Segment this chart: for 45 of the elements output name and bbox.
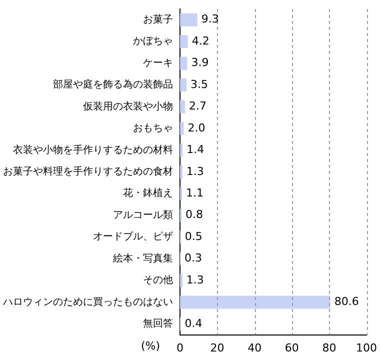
y-tick-label: 花・鉢植え bbox=[123, 187, 173, 200]
data-label: 0.4 bbox=[184, 316, 202, 330]
x-tick-label: 60 bbox=[284, 341, 299, 354]
data-label: 0.3 bbox=[184, 252, 202, 265]
data-label: 1.3 bbox=[186, 273, 204, 286]
y-tick-label: アルコール類 bbox=[113, 208, 173, 221]
y-tick-label: その他 bbox=[143, 274, 173, 286]
y-tick-label: ケーキ bbox=[143, 58, 173, 69]
data-label: 2.7 bbox=[189, 100, 207, 113]
x-axis-title: (%) bbox=[140, 340, 160, 353]
y-tick-label: お菓子 bbox=[143, 13, 173, 26]
y-tick-label: 衣装や小物を手作りするための材料 bbox=[13, 144, 173, 156]
data-label: 2.0 bbox=[188, 121, 206, 134]
y-tick-label: お菓子や料理を手作りするための食材 bbox=[3, 165, 173, 178]
x-tick-label: 20 bbox=[210, 341, 224, 354]
y-tick-label: 無回答 bbox=[143, 318, 173, 330]
y-tick-label: かぼちゃ bbox=[133, 36, 173, 48]
bar bbox=[180, 56, 188, 70]
data-label: 0.5 bbox=[184, 230, 202, 243]
bar bbox=[180, 100, 186, 114]
data-label: 3.5 bbox=[190, 78, 208, 91]
data-label: 4.2 bbox=[192, 34, 210, 48]
data-label: 1.3 bbox=[186, 164, 204, 178]
bar bbox=[180, 35, 188, 48]
bar bbox=[180, 144, 183, 157]
x-tick-label: 80 bbox=[322, 341, 336, 354]
bar bbox=[180, 296, 330, 309]
data-label: 1.4 bbox=[186, 143, 204, 156]
bar bbox=[180, 13, 198, 26]
y-tick-label: ハロウィンのために買ったものはない bbox=[2, 296, 173, 308]
y-tick-label: オードブル、ピザ bbox=[93, 230, 173, 243]
y-tick-label: 部屋や庭を飾る為の装飾品 bbox=[53, 78, 173, 91]
data-label: 1.1 bbox=[186, 186, 204, 200]
bar bbox=[180, 78, 187, 92]
data-label: 3.9 bbox=[191, 56, 209, 70]
x-tick-label: 40 bbox=[248, 341, 262, 354]
data-label: 0.8 bbox=[185, 208, 203, 222]
y-tick-label: おもちゃ bbox=[133, 123, 173, 134]
y-tick-label: 絵本・写真集 bbox=[112, 252, 173, 264]
data-label: 80.6 bbox=[334, 295, 359, 308]
x-tick-label: 100 bbox=[356, 341, 377, 354]
y-tick-label: 仮装用の衣装や小物 bbox=[83, 100, 173, 112]
x-tick-label: 0 bbox=[176, 341, 184, 354]
bar bbox=[180, 122, 184, 135]
data-label: 9.3 bbox=[201, 12, 219, 26]
